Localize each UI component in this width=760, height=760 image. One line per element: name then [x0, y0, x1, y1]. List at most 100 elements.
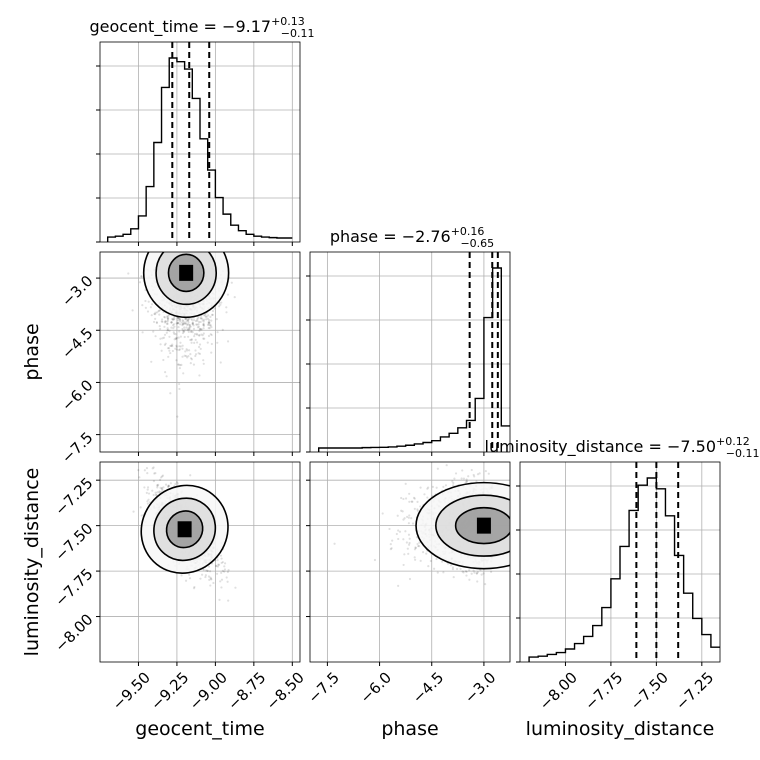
scatter-point: [144, 306, 147, 309]
scatter-point: [412, 496, 416, 499]
scatter-point: [166, 347, 170, 350]
scatter-point: [176, 319, 180, 322]
scatter-point: [188, 327, 191, 331]
scatter-point: [145, 467, 149, 470]
scatter-point: [226, 293, 230, 296]
density-peak: [476, 517, 491, 534]
scatter-point: [146, 472, 149, 475]
scatter-point: [131, 309, 134, 312]
scatter-point: [153, 445, 155, 447]
scatter-point: [452, 576, 455, 579]
scatter-point: [465, 574, 468, 577]
scatter-point: [465, 570, 468, 573]
scatter-point: [186, 329, 189, 332]
y-tick-label: −7.50: [51, 519, 96, 564]
scatter-point: [141, 331, 144, 334]
scatter-point: [220, 561, 223, 565]
scatter-point: [172, 327, 175, 330]
scatter-point: [161, 320, 164, 323]
scatter-point: [220, 578, 224, 581]
scatter-panel-phase-luminosity_distance: [310, 462, 510, 662]
x-tick-label: −4.5: [409, 668, 447, 706]
scatter-point: [170, 321, 173, 324]
scatter-point: [199, 347, 202, 350]
scatter-point: [203, 337, 206, 340]
scatter-point: [190, 341, 193, 344]
scatter-point: [143, 486, 146, 489]
scatter-point: [155, 494, 158, 497]
scatter-point: [221, 569, 224, 573]
scatter-point: [216, 559, 219, 562]
scatter-point: [161, 488, 164, 492]
scatter-point: [187, 335, 190, 338]
scatter-point: [167, 485, 170, 488]
scatter-point: [153, 472, 156, 475]
x-axis-label: phase: [381, 718, 438, 740]
scatter-point: [176, 363, 180, 366]
scatter-point: [154, 311, 157, 314]
scatter-point: [201, 319, 204, 322]
scatter-point: [230, 281, 233, 284]
scatter-point: [152, 479, 156, 483]
scatter-point: [233, 296, 236, 299]
scatter-point: [400, 496, 403, 500]
scatter-point: [203, 318, 206, 321]
scatter-point: [411, 522, 415, 525]
scatter-point: [189, 357, 193, 360]
scatter-point: [167, 355, 170, 358]
scatter-point: [198, 321, 201, 324]
scatter-point: [413, 548, 417, 551]
scatter-point: [470, 468, 473, 472]
scatter-point: [396, 514, 399, 517]
scatter-point: [188, 349, 191, 352]
scatter-point: [189, 362, 192, 365]
scatter-point: [431, 485, 434, 488]
scatter-point: [190, 330, 193, 333]
scatter-point: [425, 552, 428, 555]
scatter-point: [188, 573, 191, 576]
scatter-point: [202, 323, 205, 326]
scatter-point: [165, 331, 168, 334]
panel-frame: [99, 251, 301, 453]
scatter-point: [169, 392, 172, 395]
scatter-point: [160, 318, 164, 321]
scatter-point: [183, 322, 186, 325]
scatter-point: [152, 493, 155, 497]
scatter-point: [183, 326, 186, 329]
scatter-point: [190, 317, 193, 320]
scatter-point: [167, 315, 170, 318]
scatter-point: [155, 321, 159, 325]
scatter-point: [200, 573, 204, 576]
scatter-point: [208, 322, 211, 325]
scatter-point: [163, 325, 166, 328]
scatter-point: [195, 323, 198, 326]
scatter-point: [413, 507, 416, 510]
scatter-point: [416, 542, 419, 546]
scatter-point: [404, 482, 407, 485]
scatter-point: [162, 358, 165, 362]
scatter-point: [184, 354, 188, 358]
scatter-point: [166, 319, 169, 322]
panel-title: phase = −2.76+0.16 −0.65: [330, 225, 494, 250]
scatter-point: [173, 338, 176, 341]
scatter-point: [210, 333, 213, 337]
scatter-point: [146, 500, 149, 503]
scatter-point: [427, 565, 430, 568]
scatter-point: [137, 469, 140, 472]
y-axis-label: luminosity_distance: [21, 468, 43, 657]
scatter-point: [177, 363, 180, 366]
scatter-point: [172, 323, 176, 326]
scatter-point: [204, 314, 207, 317]
scatter-point: [462, 477, 466, 480]
scatter-point: [182, 372, 185, 375]
scatter-point: [465, 480, 469, 483]
scatter-point: [216, 331, 219, 334]
scatter-point: [183, 328, 187, 331]
scatter-point: [403, 517, 406, 520]
scatter-point: [181, 344, 184, 347]
scatter-point: [215, 565, 218, 568]
scatter-point: [166, 320, 169, 323]
scatter-point: [202, 332, 205, 335]
scatter-point: [414, 546, 417, 549]
scatter-point: [147, 300, 150, 303]
